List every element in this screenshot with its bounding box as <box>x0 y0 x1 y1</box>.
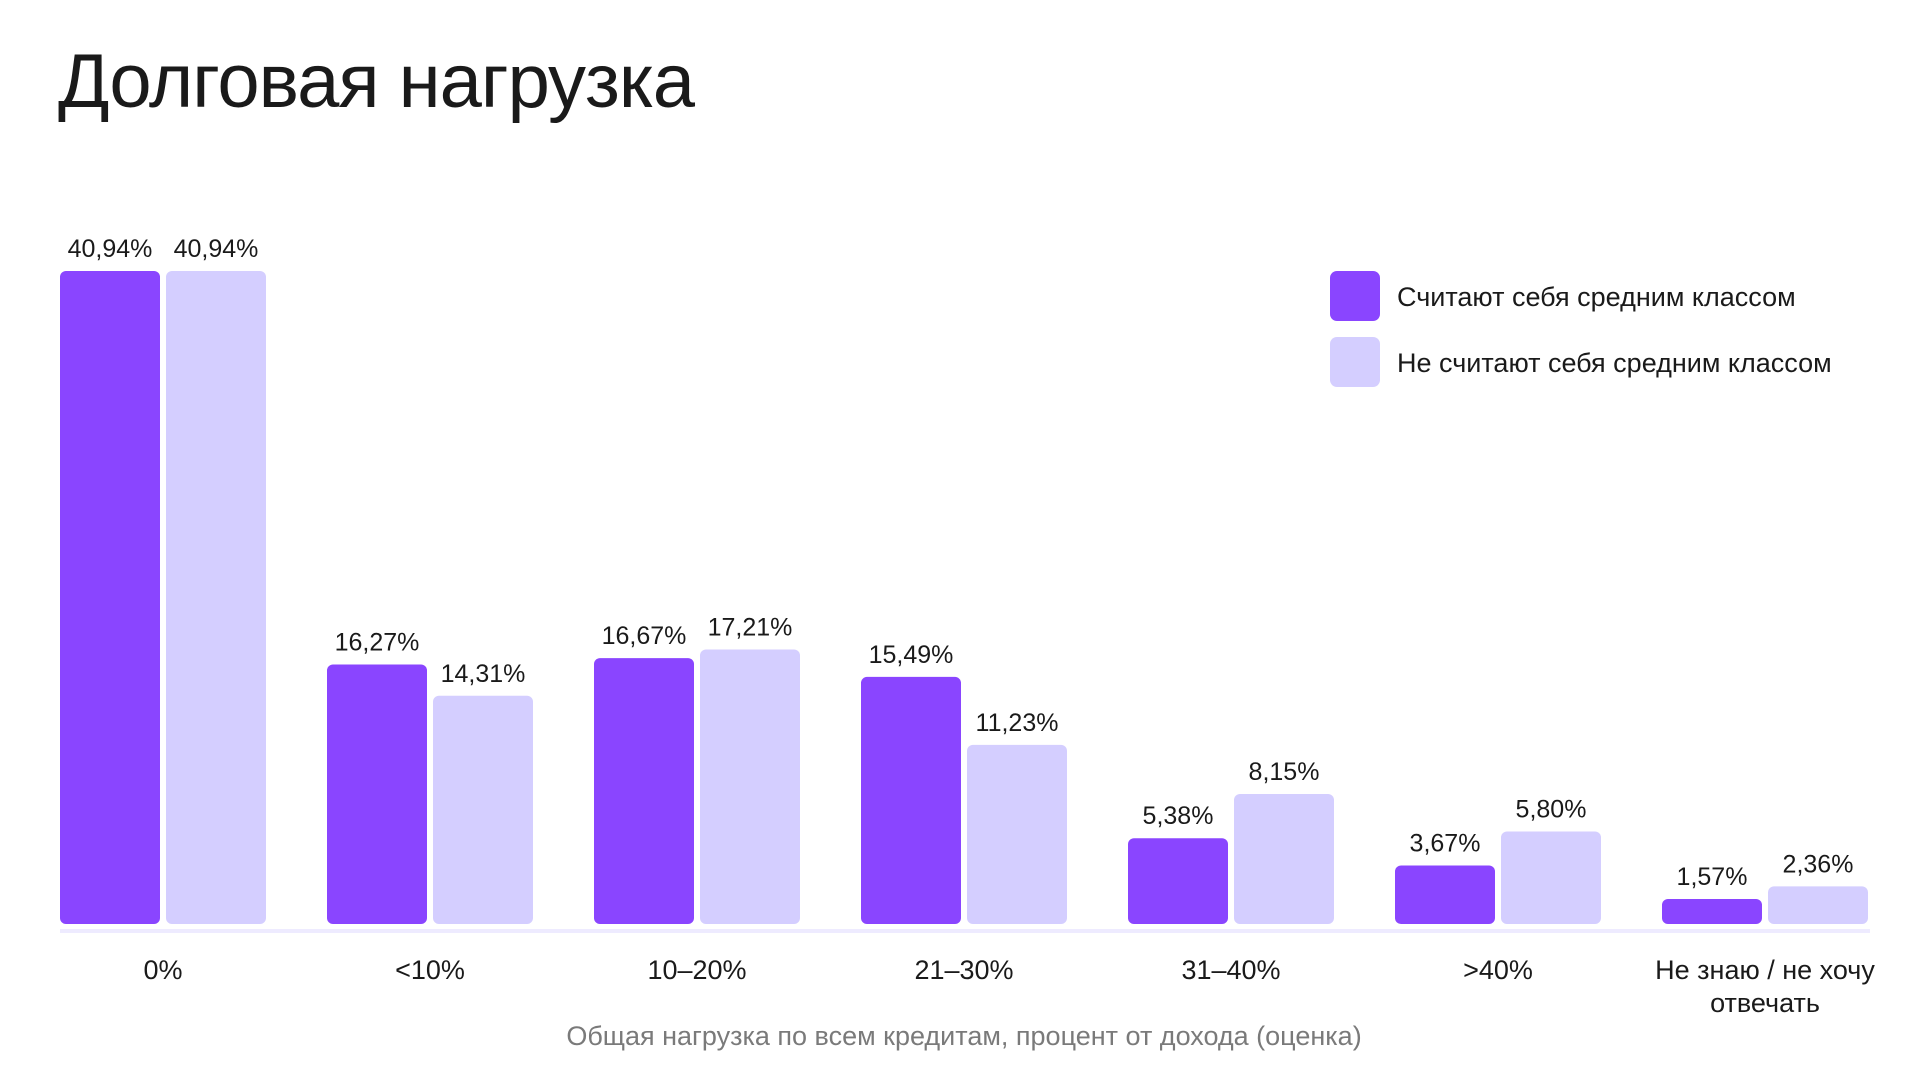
data-label: 16,27% <box>335 628 420 656</box>
data-label: 17,21% <box>708 613 793 641</box>
x-axis-baseline <box>60 929 1870 933</box>
legend-swatch <box>1330 271 1380 321</box>
data-label: 8,15% <box>1249 758 1320 786</box>
legend-swatch <box>1330 337 1380 387</box>
bar <box>327 664 427 924</box>
bar <box>700 649 800 924</box>
category-label: 31–40% <box>1181 955 1280 985</box>
data-label: 11,23% <box>976 709 1059 737</box>
legend-label: Не считают себя средним классом <box>1397 348 1832 378</box>
data-label: 15,49% <box>869 641 954 669</box>
bar <box>967 744 1067 924</box>
bar <box>861 676 961 924</box>
bar <box>1234 794 1334 924</box>
legend-label: Считают себя средним классом <box>1397 282 1796 312</box>
bar <box>166 271 266 924</box>
bar <box>1662 898 1762 924</box>
data-label: 14,31% <box>441 660 526 688</box>
bar <box>1501 831 1601 924</box>
data-label: 1,57% <box>1677 863 1748 891</box>
data-label: 3,67% <box>1410 829 1481 857</box>
bar <box>1768 886 1868 924</box>
bar <box>1395 865 1495 924</box>
data-label: 40,94% <box>174 235 259 263</box>
bar <box>594 658 694 924</box>
category-label: 10–20% <box>647 955 746 985</box>
category-label: 0% <box>143 955 182 985</box>
data-label: 5,38% <box>1143 802 1214 830</box>
category-label: 21–30% <box>914 955 1013 985</box>
data-label: 40,94% <box>68 235 153 263</box>
category-label: >40% <box>1463 955 1533 985</box>
data-label: 5,80% <box>1516 795 1587 823</box>
bar <box>60 271 160 924</box>
chart-title: Долговая нагрузка <box>58 39 695 124</box>
data-label: 2,36% <box>1783 850 1854 878</box>
bar <box>433 695 533 924</box>
category-label: <10% <box>395 955 465 985</box>
bar <box>1128 838 1228 924</box>
x-axis-label: Общая нагрузка по всем кредитам, процент… <box>566 1021 1361 1051</box>
data-label: 16,67% <box>602 622 687 650</box>
category-label: Не знаю / не хочу отвечать <box>1655 955 1875 1018</box>
